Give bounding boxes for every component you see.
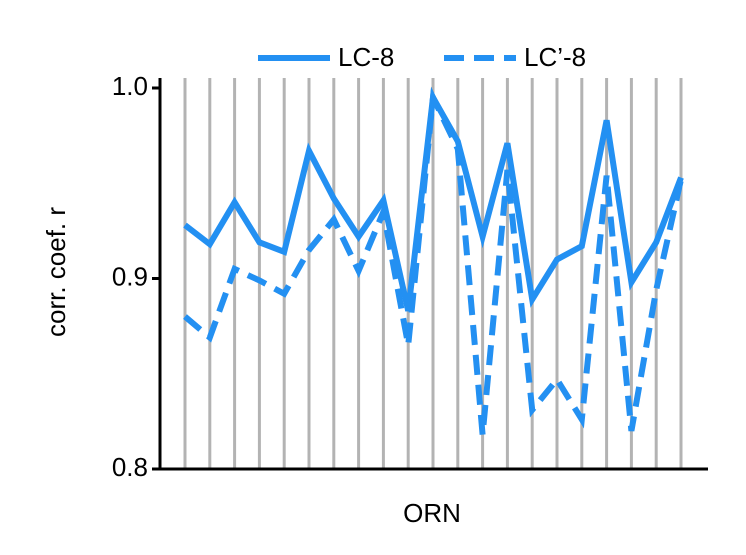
y-axis-label: corr. coef. r xyxy=(41,207,71,337)
legend-label: LC’-8 xyxy=(524,42,586,72)
series-line xyxy=(183,86,684,435)
x-axis-label: ORN xyxy=(403,498,461,528)
y-tick-label: 1.0 xyxy=(112,71,148,101)
y-tick-label: 0.8 xyxy=(112,452,148,482)
y-tick-label: 0.9 xyxy=(112,261,148,291)
legend-label: LC-8 xyxy=(338,42,394,72)
